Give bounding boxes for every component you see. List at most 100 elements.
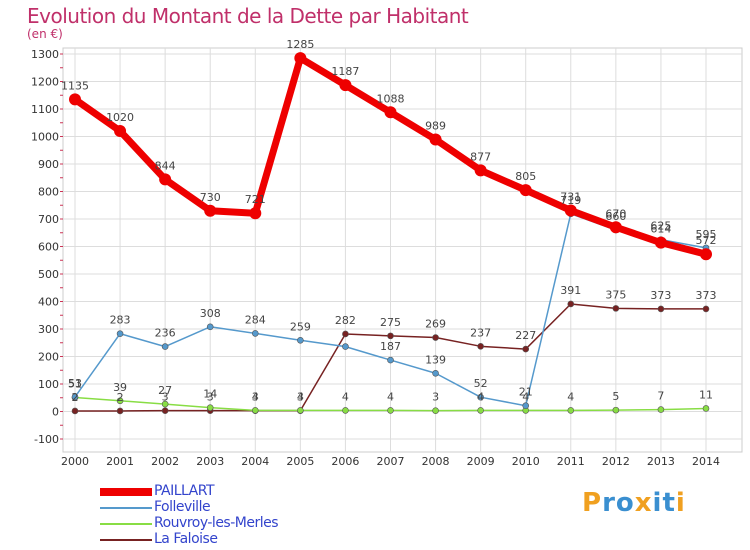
data-point-paillart — [204, 204, 217, 217]
data-point-paillart — [114, 125, 127, 137]
data-point-rouvroy-les-merles — [567, 407, 575, 414]
data-point-rouvroy-les-merles — [342, 407, 349, 414]
logo-letter: i — [675, 488, 686, 518]
data-point-paillart — [294, 52, 307, 65]
data-point-paillart — [429, 133, 442, 146]
data-label-paillart: 572 — [696, 234, 717, 247]
data-point-la faloise — [432, 334, 439, 341]
x-tick-label: 2008 — [422, 455, 450, 468]
data-label-folleville: 236 — [155, 327, 176, 340]
data-label-la faloise: 3 — [297, 391, 304, 404]
data-point-folleville — [342, 343, 349, 350]
data-label-rouvroy-les-merles: 3 — [432, 391, 439, 404]
data-point-la faloise — [387, 332, 394, 340]
legend-label: Folleville — [154, 499, 211, 515]
data-label-folleville: 283 — [110, 314, 131, 327]
data-label-rouvroy-les-merles: 4 — [252, 390, 259, 403]
data-label-folleville: 719 — [560, 194, 581, 207]
x-tick-label: 2004 — [241, 455, 269, 468]
data-point-la faloise — [702, 305, 710, 313]
data-label-rouvroy-les-merles: 4 — [297, 390, 304, 403]
data-label-folleville: 259 — [290, 320, 311, 333]
data-point-rouvroy-les-merles — [477, 407, 484, 414]
data-label-paillart: 731 — [560, 190, 581, 203]
data-label-paillart: 844 — [155, 159, 176, 172]
legend-swatch — [100, 488, 152, 496]
x-tick-label: 2000 — [61, 455, 89, 468]
y-tick-label: 100 — [38, 378, 59, 391]
x-tick-label: 2012 — [602, 455, 630, 468]
data-label-rouvroy-les-merles: 7 — [657, 390, 664, 403]
data-label-paillart: 721 — [245, 193, 266, 206]
y-tick-label: 1300 — [31, 48, 59, 61]
x-tick-label: 2005 — [286, 455, 314, 468]
y-tick-label: 900 — [38, 158, 59, 171]
data-label-la faloise: 3 — [162, 391, 169, 404]
y-tick-label: 800 — [38, 186, 59, 199]
data-label-folleville: 660 — [605, 210, 626, 223]
data-point-la faloise — [71, 407, 79, 415]
data-label-rouvroy-les-merles: 39 — [113, 381, 127, 394]
data-point-la faloise — [116, 407, 124, 415]
y-tick-label: 1100 — [31, 103, 59, 116]
data-label-paillart: 989 — [425, 120, 446, 133]
y-tick-label: 500 — [38, 268, 59, 281]
y-tick-label: 600 — [38, 241, 59, 254]
data-label-rouvroy-les-merles: 27 — [158, 384, 172, 397]
data-label-folleville: 52 — [474, 377, 488, 390]
x-tick-label: 2006 — [331, 455, 359, 468]
data-label-rouvroy-les-merles: 4 — [387, 390, 394, 403]
y-tick-label: 400 — [38, 296, 59, 309]
data-point-la faloise — [522, 345, 530, 353]
y-tick-label: -100 — [34, 433, 59, 446]
data-label-paillart: 670 — [605, 207, 626, 220]
data-label-paillart: 614 — [650, 223, 671, 236]
data-label-rouvroy-les-merles: 51 — [68, 377, 82, 390]
legend-swatch — [100, 507, 152, 509]
logo-letter: r — [602, 488, 616, 518]
proxiti-logo: Proxiti — [582, 488, 686, 518]
data-point-rouvroy-les-merles — [116, 397, 124, 405]
data-point-rouvroy-les-merles — [657, 406, 665, 413]
data-label-la faloise: 3 — [252, 391, 259, 404]
data-point-paillart — [564, 204, 577, 217]
data-label-folleville: 308 — [200, 307, 221, 320]
data-point-la faloise — [657, 305, 665, 313]
legend-label: Rouvroy-les-Merles — [154, 515, 279, 531]
logo-letter: i — [652, 488, 663, 518]
data-label-rouvroy-les-merles: 4 — [522, 390, 529, 403]
data-label-la faloise: 3 — [207, 391, 214, 404]
y-tick-label: 300 — [38, 323, 59, 336]
data-point-paillart — [519, 184, 532, 197]
data-label-la faloise: 2 — [117, 391, 124, 404]
data-point-rouvroy-les-merles — [206, 404, 214, 411]
data-point-rouvroy-les-merles — [387, 407, 394, 414]
data-point-rouvroy-les-merles — [161, 400, 169, 408]
data-label-folleville: 21 — [519, 386, 533, 399]
data-point-la faloise — [342, 330, 349, 338]
data-point-la faloise — [477, 343, 484, 350]
data-label-paillart: 1020 — [106, 111, 134, 124]
data-point-paillart — [159, 173, 172, 186]
data-point-folleville — [206, 323, 214, 331]
x-tick-label: 2014 — [692, 455, 720, 468]
y-tick-label: 1000 — [31, 131, 59, 144]
data-point-rouvroy-les-merles — [432, 407, 439, 414]
data-label-rouvroy-les-merles: 14 — [203, 388, 217, 401]
data-point-paillart — [69, 93, 81, 106]
chart-subtitle: (en €) — [27, 27, 63, 41]
legend-swatch — [100, 539, 152, 541]
data-point-folleville — [71, 393, 79, 401]
data-point-paillart — [654, 236, 667, 249]
data-label-la faloise: 2 — [72, 391, 79, 404]
x-tick-label: 2002 — [151, 455, 179, 468]
data-point-rouvroy-les-merles — [251, 407, 259, 414]
x-tick-label: 2013 — [647, 455, 675, 468]
data-label-paillart: 1285 — [286, 38, 314, 51]
x-tick-label: 2010 — [512, 455, 540, 468]
data-point-paillart — [384, 106, 397, 119]
data-point-paillart — [609, 221, 622, 234]
data-point-folleville — [387, 356, 394, 364]
x-tick-label: 2007 — [377, 455, 405, 468]
